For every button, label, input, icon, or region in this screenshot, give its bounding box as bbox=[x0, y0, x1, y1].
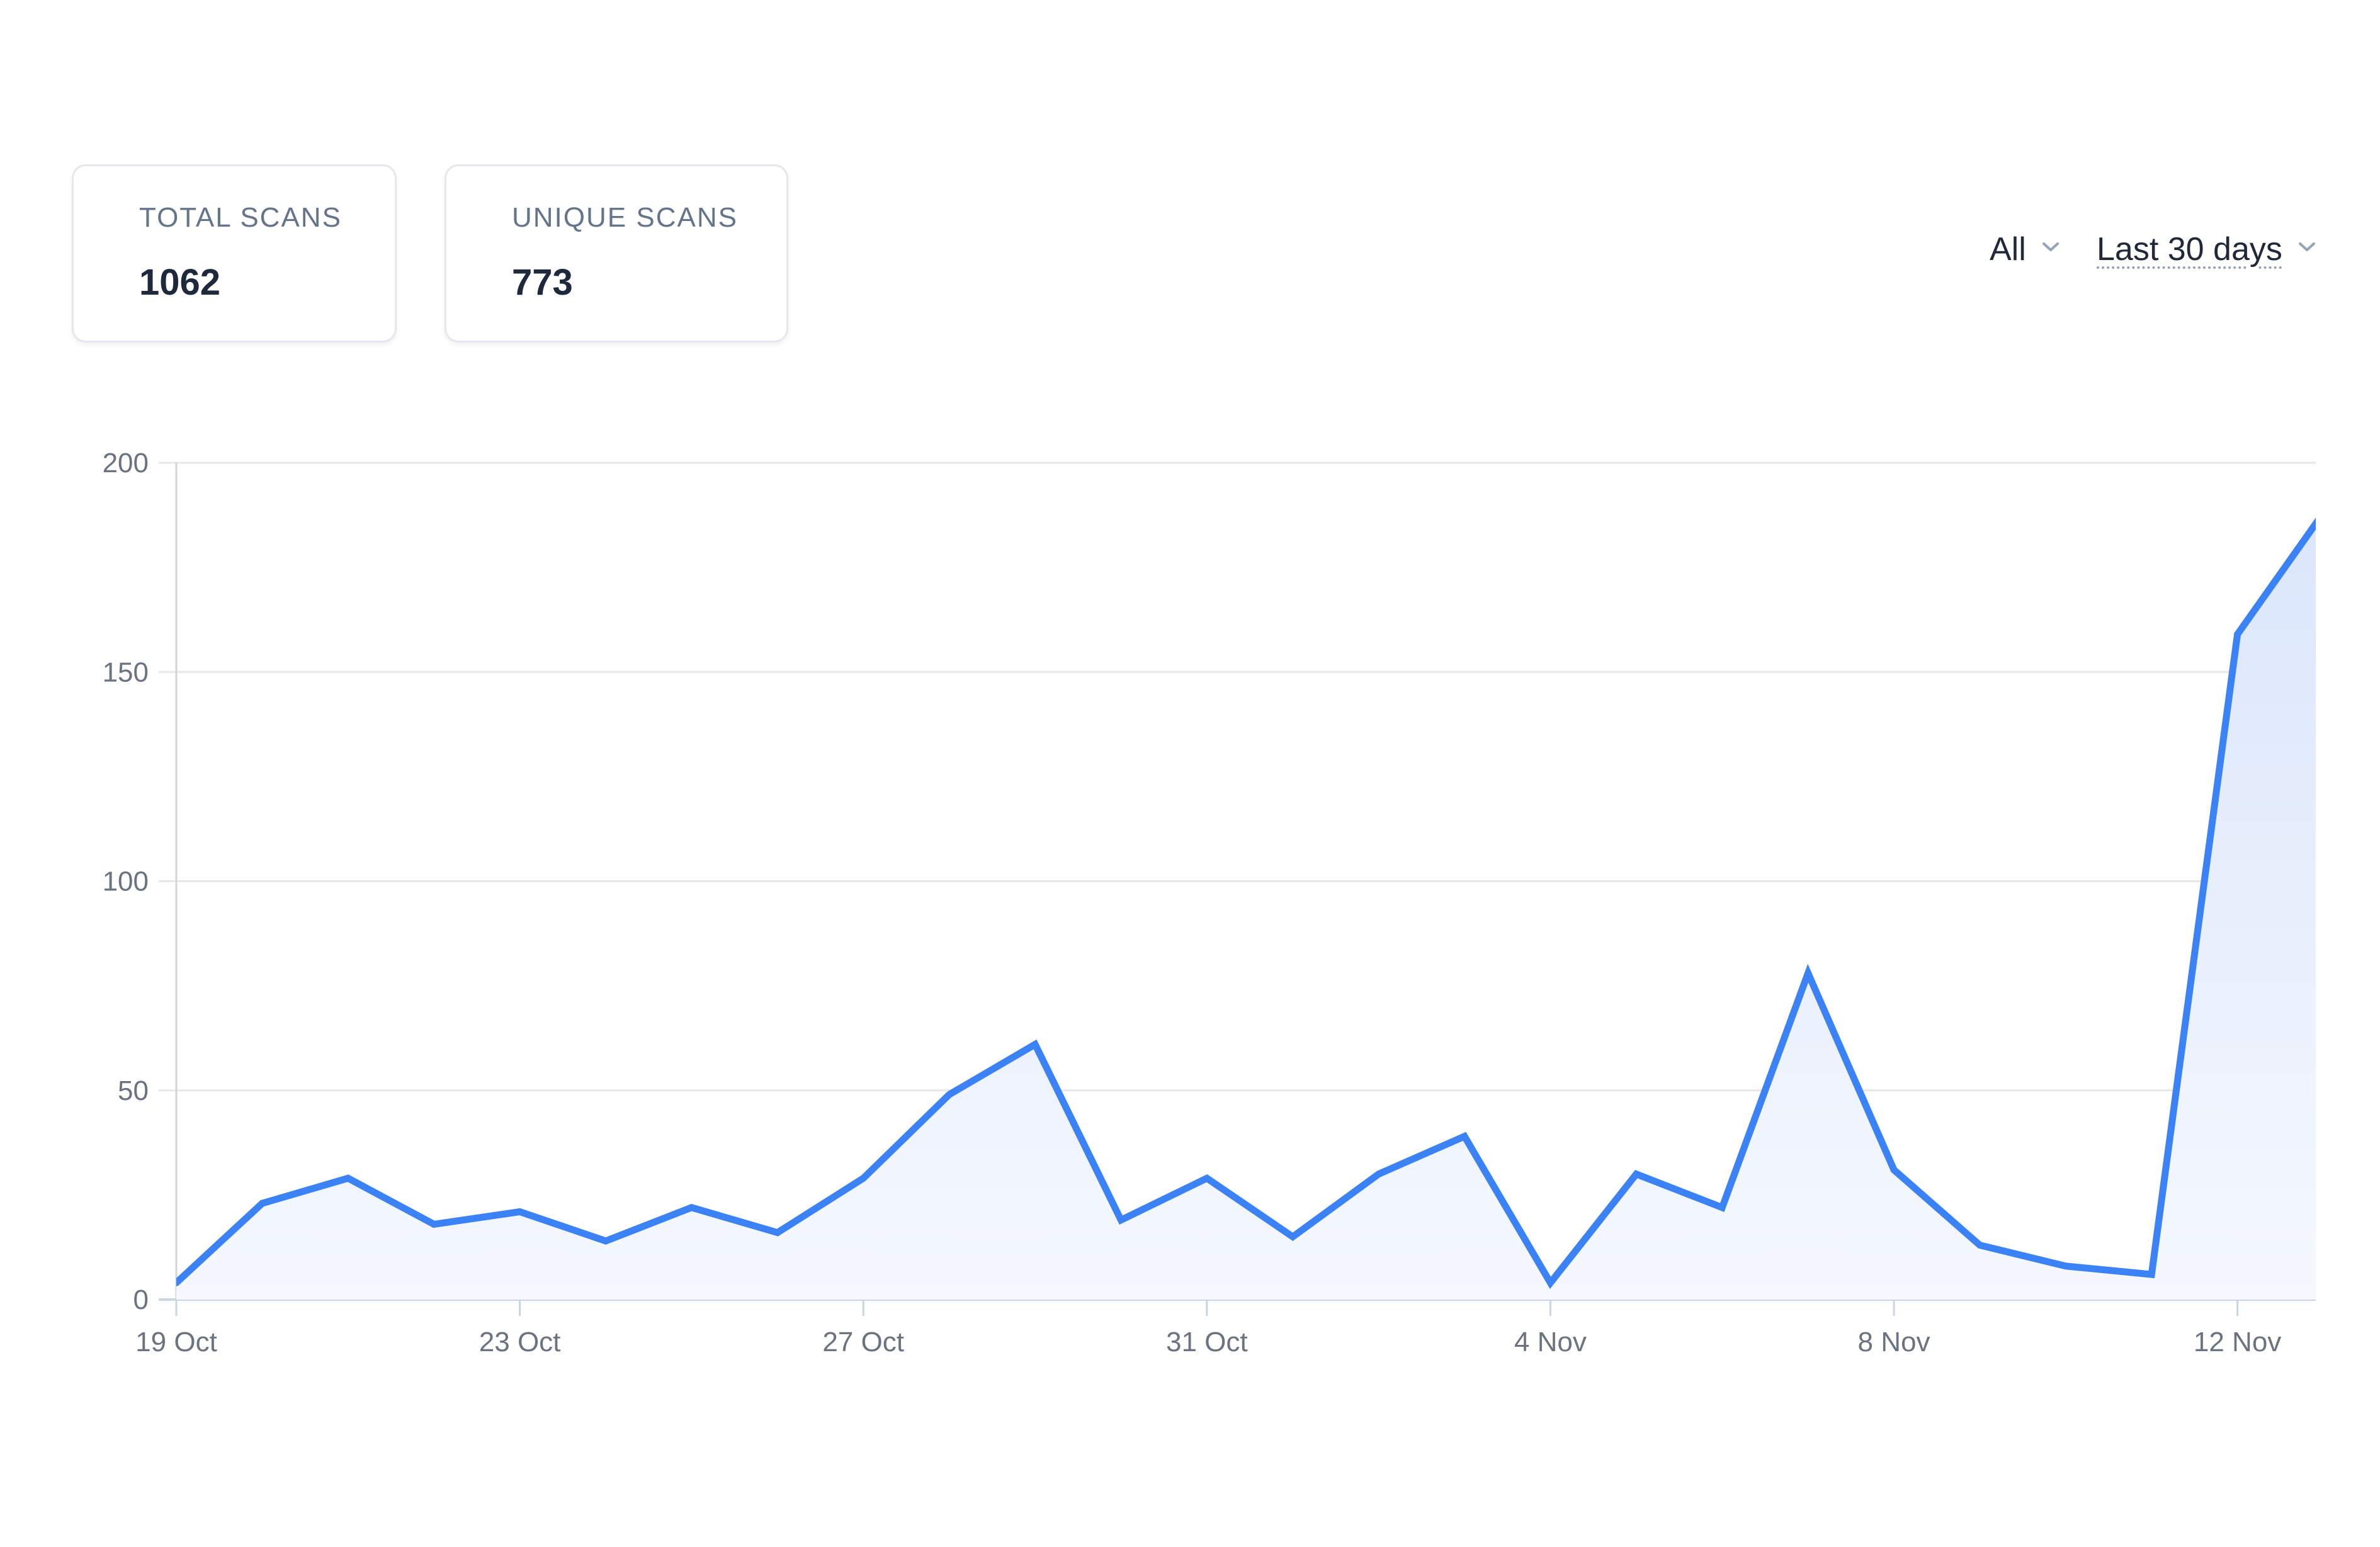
data-point bbox=[946, 1091, 953, 1097]
date-range-dropdown[interactable]: Last 30 days bbox=[2097, 233, 2316, 266]
data-point bbox=[1547, 1279, 1553, 1286]
chevron-down-icon bbox=[2298, 242, 2315, 251]
data-point bbox=[2063, 1263, 2069, 1269]
data-point bbox=[1633, 1171, 1640, 1177]
data-point bbox=[1891, 1167, 1897, 1173]
data-point bbox=[345, 1175, 351, 1181]
chevron-down-icon bbox=[2042, 242, 2059, 251]
total-scans-card: TOTAL SCANS 1062 bbox=[72, 164, 397, 343]
data-point bbox=[1032, 1041, 1038, 1048]
unique-scans-label: UNIQUE SCANS bbox=[512, 202, 738, 233]
data-point bbox=[1289, 1233, 1296, 1240]
data-point bbox=[517, 1208, 523, 1215]
data-point bbox=[2148, 1271, 2155, 1278]
total-scans-label: TOTAL SCANS bbox=[139, 202, 342, 233]
y-tick-label: 100 bbox=[103, 866, 149, 897]
scan-type-selected: All bbox=[1990, 231, 2026, 268]
data-point bbox=[1376, 1171, 1382, 1177]
scans-series-line bbox=[176, 518, 2316, 1289]
data-point bbox=[603, 1238, 609, 1244]
data-point bbox=[259, 1200, 265, 1206]
total-scans-value: 1062 bbox=[139, 262, 221, 303]
date-range-selected: Last 30 days bbox=[2097, 231, 2282, 268]
data-point bbox=[774, 1230, 781, 1236]
data-point bbox=[1719, 1204, 1725, 1211]
data-point bbox=[1118, 1217, 1124, 1223]
y-tick-label: 0 bbox=[133, 1284, 149, 1315]
data-point bbox=[688, 1204, 694, 1211]
x-tick-label: 19 Oct bbox=[135, 1327, 217, 1357]
y-tick-label: 150 bbox=[103, 657, 149, 688]
x-tick-label: 4 Nov bbox=[1514, 1327, 1587, 1357]
x-tick-label: 8 Nov bbox=[1858, 1327, 1930, 1357]
data-point bbox=[2235, 631, 2241, 637]
data-point bbox=[431, 1221, 437, 1227]
chart-axes bbox=[175, 463, 2239, 1316]
unique-scans-value: 773 bbox=[512, 262, 573, 303]
y-tick-label: 50 bbox=[118, 1075, 149, 1106]
scan-type-dropdown[interactable]: All bbox=[1990, 233, 2060, 266]
data-point bbox=[860, 1175, 866, 1181]
x-tick-label: 23 Oct bbox=[479, 1327, 561, 1357]
data-point bbox=[173, 1279, 179, 1286]
x-tick-label: 27 Oct bbox=[822, 1327, 904, 1357]
x-tick-label: 31 Oct bbox=[1166, 1327, 1248, 1357]
data-point bbox=[1976, 1242, 1983, 1249]
y-tick-label: 200 bbox=[103, 448, 149, 479]
x-tick-label: 12 Nov bbox=[2194, 1327, 2281, 1357]
chart-grid bbox=[159, 462, 2316, 1301]
scans-area-fill bbox=[176, 523, 2316, 1300]
data-point bbox=[1805, 970, 1811, 977]
data-point bbox=[1461, 1133, 1468, 1140]
data-point bbox=[1204, 1175, 1210, 1181]
chart-tick-labels: 0 50 100 150 200 19 Oct 23 Oct 27 Oct 31 Oct 4 No… bbox=[103, 448, 2282, 1357]
unique-scans-card: UNIQUE SCANS 773 bbox=[445, 164, 788, 343]
chart-series bbox=[173, 510, 2326, 1300]
data-point bbox=[2320, 510, 2326, 516]
